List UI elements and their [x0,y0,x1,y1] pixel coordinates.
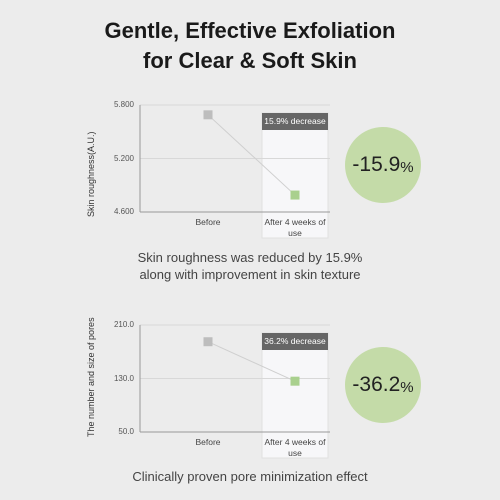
point [290,376,300,386]
caption: Clinically proven pore minimization effe… [132,469,368,484]
badge-unit: % [400,159,414,176]
x-tick-label: After 4 weeks of use [264,437,326,458]
line [207,341,296,382]
y-axis-label: The number and size of pores [86,316,96,437]
x-tick-label: Before [195,437,221,447]
badge-number: -15.9 [352,153,401,176]
annotation: 15.9% decrease [262,113,328,130]
x-tick-label: After 4 weeks of use [264,217,326,238]
y-tick-label: 50.0 [118,427,134,436]
title-line: Gentle, Effective Exfoliation [104,18,396,43]
y-tick-label: 210.0 [113,320,134,329]
x-tick-label: Before [195,217,221,227]
highlight-box [261,112,329,239]
badge-number: -36.2 [352,373,401,396]
badge: -15.9% [345,127,421,203]
badge: -36.2% [345,347,421,423]
title-line: for Clear & Soft Skin [143,48,357,73]
y-tick-label: 5.200 [113,153,134,163]
point [203,337,213,347]
annotation: 36.2% decrease [262,333,328,350]
y-tick-label: 4.600 [113,207,134,216]
badge-unit: % [400,379,414,396]
y-tick-label: 130.0 [113,373,134,383]
point [290,190,300,200]
caption: along with improvement in skin texture [139,267,361,282]
y-axis-label: Skin roughness(A.U.) [86,130,96,217]
line [207,114,296,196]
y-tick-label: 5.800 [113,100,134,109]
caption: Skin roughness was reduced by 15.9% [137,250,363,265]
point [203,110,213,120]
